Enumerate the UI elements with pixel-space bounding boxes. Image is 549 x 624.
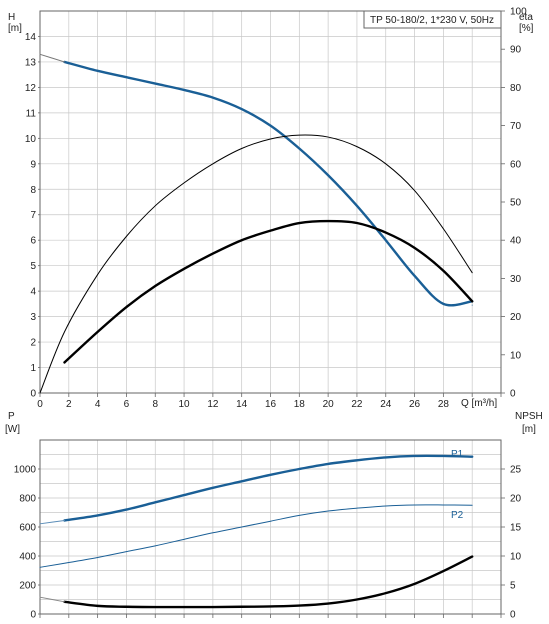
bottom-right-tick-label: 15 xyxy=(510,523,522,534)
top-right-tick-label: 100 xyxy=(510,7,527,18)
top-left-tick-label: 8 xyxy=(30,185,36,196)
top-x-tick-label: 4 xyxy=(95,399,101,410)
top-right-tick-label: 40 xyxy=(510,236,522,247)
top-grid xyxy=(39,10,502,397)
bottom-series xyxy=(39,454,474,609)
bottom-right-tick-label: 20 xyxy=(510,494,522,505)
bottom-series-line-2 xyxy=(39,504,473,568)
top-series-line-3 xyxy=(63,219,474,364)
bottom-ticks: 0 200 400 600 800 1000 0 5 10 15 20 25 xyxy=(14,465,522,621)
top-left-tick-label: 10 xyxy=(25,134,37,145)
top-left-tick-label: 5 xyxy=(30,261,36,272)
top-series-line-0 xyxy=(63,60,474,307)
top-right-tick-label: 50 xyxy=(510,198,522,209)
bottom-series-line-0 xyxy=(63,454,474,522)
top-left-tick-label: 0 xyxy=(30,389,36,400)
top-x-tick-label: 12 xyxy=(207,399,219,410)
top-x-tick-label: 22 xyxy=(351,399,363,410)
right-axis-unit-m: [m] xyxy=(522,424,536,435)
left-axis-label-h: H xyxy=(8,12,15,23)
bottom-right-tick-label: 25 xyxy=(510,465,522,476)
top-x-tick-label: 28 xyxy=(438,399,450,410)
top-left-tick-label: 14 xyxy=(25,32,37,43)
right-axis-unit-percent: [%] xyxy=(519,23,534,34)
top-x-tick-label: 10 xyxy=(179,399,191,410)
bottom-left-tick-label: 200 xyxy=(19,581,36,592)
top-x-tick-label: 2 xyxy=(66,399,72,410)
top-left-tick-label: 11 xyxy=(26,108,37,119)
top-x-tick-label: 6 xyxy=(124,399,130,410)
x-axis-label: Q [m³/h] xyxy=(461,398,497,409)
left-axis-label-p: P xyxy=(8,411,15,422)
top-left-tick-label: 7 xyxy=(30,210,36,221)
top-x-tick-label: 14 xyxy=(236,399,248,410)
bottom-left-tick-label: 400 xyxy=(19,552,36,563)
top-right-tick-label: 70 xyxy=(510,121,522,132)
top-right-tick-label: 80 xyxy=(510,83,522,94)
top-right-tick-label: 30 xyxy=(510,274,522,285)
top-right-tick-label: 90 xyxy=(510,45,522,56)
bottom-left-tick-label: 1000 xyxy=(14,465,37,476)
bottom-right-tick-label: 0 xyxy=(510,610,516,621)
bottom-left-tick-label: 800 xyxy=(19,494,36,505)
top-x-tick-label: 18 xyxy=(294,399,306,410)
series-label-p2: P2 xyxy=(451,510,464,521)
top-x-tick-label: 26 xyxy=(409,399,421,410)
chart-title: TP 50-180/2, 1*230 V, 50Hz xyxy=(370,15,494,26)
top-left-tick-label: 2 xyxy=(30,338,36,349)
bottom-series-line-4 xyxy=(39,596,65,603)
top-left-tick-label: 6 xyxy=(30,236,36,247)
top-x-tick-label: 16 xyxy=(265,399,277,410)
top-right-tick-label: 20 xyxy=(510,312,522,323)
bottom-left-tick-label: 600 xyxy=(19,523,36,534)
bottom-grid xyxy=(39,439,502,618)
top-right-tick-label: 10 xyxy=(510,350,522,361)
right-axis-label-npsh: NPSH xyxy=(515,411,543,422)
top-series-line-1 xyxy=(39,53,65,63)
top-ticks: 0123456789101112131401020304050607080901… xyxy=(25,7,527,411)
top-left-tick-label: 13 xyxy=(25,57,37,68)
top-right-tick-label: 0 xyxy=(510,389,516,400)
top-left-tick-label: 4 xyxy=(30,287,36,298)
title-box-frame xyxy=(363,10,502,29)
top-left-tick-label: 1 xyxy=(30,363,36,374)
top-x-tick-label: 24 xyxy=(380,399,392,410)
bottom-series-line-3 xyxy=(63,555,474,609)
left-axis-unit-w: [W] xyxy=(5,424,20,435)
bottom-left-tick-label: 0 xyxy=(30,610,36,621)
top-series-line-2 xyxy=(39,134,473,394)
right-axis-label-eta: eta xyxy=(519,12,533,23)
top-series xyxy=(39,53,474,394)
bottom-series-line-1 xyxy=(39,519,65,525)
top-x-tick-label: 8 xyxy=(152,399,158,410)
top-left-tick-label: 12 xyxy=(25,83,37,94)
title-box: TP 50-180/2, 1*230 V, 50Hz xyxy=(363,10,502,29)
top-x-tick-label: 20 xyxy=(323,399,335,410)
bottom-right-tick-label: 5 xyxy=(510,581,516,592)
head-efficiency-chart: 0123456789101112131401020304050607080901… xyxy=(8,7,534,411)
top-right-tick-label: 60 xyxy=(510,159,522,170)
top-left-tick-label: 9 xyxy=(30,159,36,170)
bottom-right-tick-label: 10 xyxy=(510,552,522,563)
power-npsh-chart: 0 200 400 600 800 1000 0 5 10 15 20 25 P [W] NPSH [… xyxy=(5,411,543,621)
series-label-p1: P1 xyxy=(451,449,464,460)
top-left-tick-label: 3 xyxy=(30,312,36,323)
top-x-tick-label: 0 xyxy=(37,399,43,410)
left-axis-unit-m: [m] xyxy=(8,23,22,34)
